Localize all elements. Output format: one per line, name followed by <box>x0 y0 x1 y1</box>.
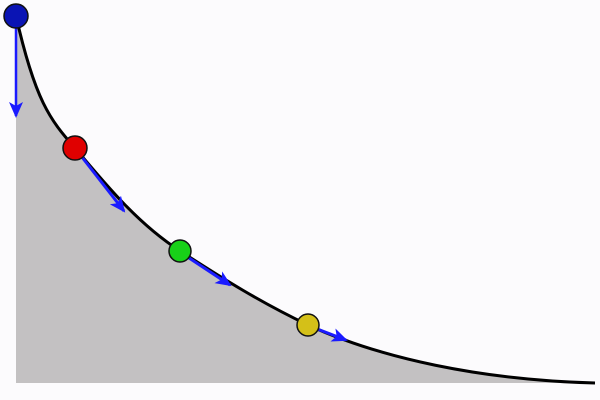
shaded-area <box>16 16 595 383</box>
blue-ball <box>3 3 29 29</box>
green-ball <box>168 239 192 263</box>
velocity-arrow-red <box>76 151 126 213</box>
velocity-arrow-green <box>182 252 232 287</box>
red-ball <box>62 135 88 161</box>
yellow-ball <box>296 313 320 337</box>
